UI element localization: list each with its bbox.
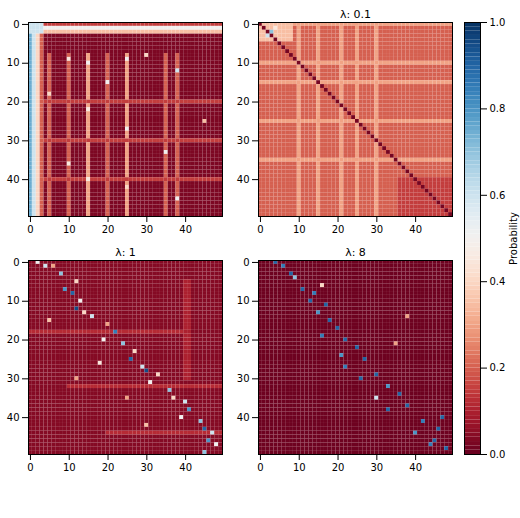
svg-text:0.8: 0.8 <box>490 103 506 114</box>
svg-text:30: 30 <box>140 224 153 235</box>
svg-text:0.2: 0.2 <box>490 362 506 373</box>
svg-text:10: 10 <box>63 224 76 235</box>
svg-text:40: 40 <box>409 224 422 235</box>
svg-text:0: 0 <box>27 462 33 473</box>
svg-text:20: 20 <box>7 96 20 107</box>
svg-text:20: 20 <box>332 462 345 473</box>
svg-text:λ: 1: λ: 1 <box>115 246 136 259</box>
svg-text:0: 0 <box>13 257 19 268</box>
svg-text:0: 0 <box>27 224 33 235</box>
svg-text:λ: 0.1: λ: 0.1 <box>340 8 371 21</box>
svg-text:40: 40 <box>7 412 20 423</box>
svg-text:λ: 8: λ: 8 <box>345 246 366 259</box>
svg-text:10: 10 <box>293 224 306 235</box>
svg-text:10: 10 <box>63 462 76 473</box>
svg-text:30: 30 <box>237 135 250 146</box>
svg-text:10: 10 <box>7 295 20 306</box>
svg-text:20: 20 <box>102 462 115 473</box>
svg-text:30: 30 <box>370 462 383 473</box>
svg-text:30: 30 <box>140 462 153 473</box>
svg-text:10: 10 <box>293 462 306 473</box>
svg-text:0: 0 <box>243 257 249 268</box>
svg-text:0: 0 <box>257 224 263 235</box>
svg-text:1.0: 1.0 <box>490 17 506 28</box>
svg-text:30: 30 <box>370 224 383 235</box>
svg-text:30: 30 <box>237 373 250 384</box>
svg-text:30: 30 <box>7 373 20 384</box>
svg-text:40: 40 <box>409 462 422 473</box>
svg-text:0.0: 0.0 <box>490 449 506 460</box>
svg-text:10: 10 <box>7 57 20 68</box>
svg-text:40: 40 <box>179 224 192 235</box>
svg-text:40: 40 <box>237 412 250 423</box>
svg-text:10: 10 <box>237 57 250 68</box>
svg-text:10: 10 <box>237 295 250 306</box>
svg-text:20: 20 <box>7 334 20 345</box>
svg-text:0.6: 0.6 <box>490 190 506 201</box>
svg-text:20: 20 <box>332 224 345 235</box>
svg-text:40: 40 <box>7 174 20 185</box>
svg-text:Probability: Probability <box>508 212 519 265</box>
svg-text:20: 20 <box>237 96 250 107</box>
svg-text:30: 30 <box>7 135 20 146</box>
svg-text:40: 40 <box>237 174 250 185</box>
svg-text:0: 0 <box>13 19 19 30</box>
svg-text:40: 40 <box>179 462 192 473</box>
svg-text:0.4: 0.4 <box>490 276 506 287</box>
svg-text:20: 20 <box>102 224 115 235</box>
svg-text:0: 0 <box>243 19 249 30</box>
svg-text:20: 20 <box>237 334 250 345</box>
svg-text:0: 0 <box>257 462 263 473</box>
